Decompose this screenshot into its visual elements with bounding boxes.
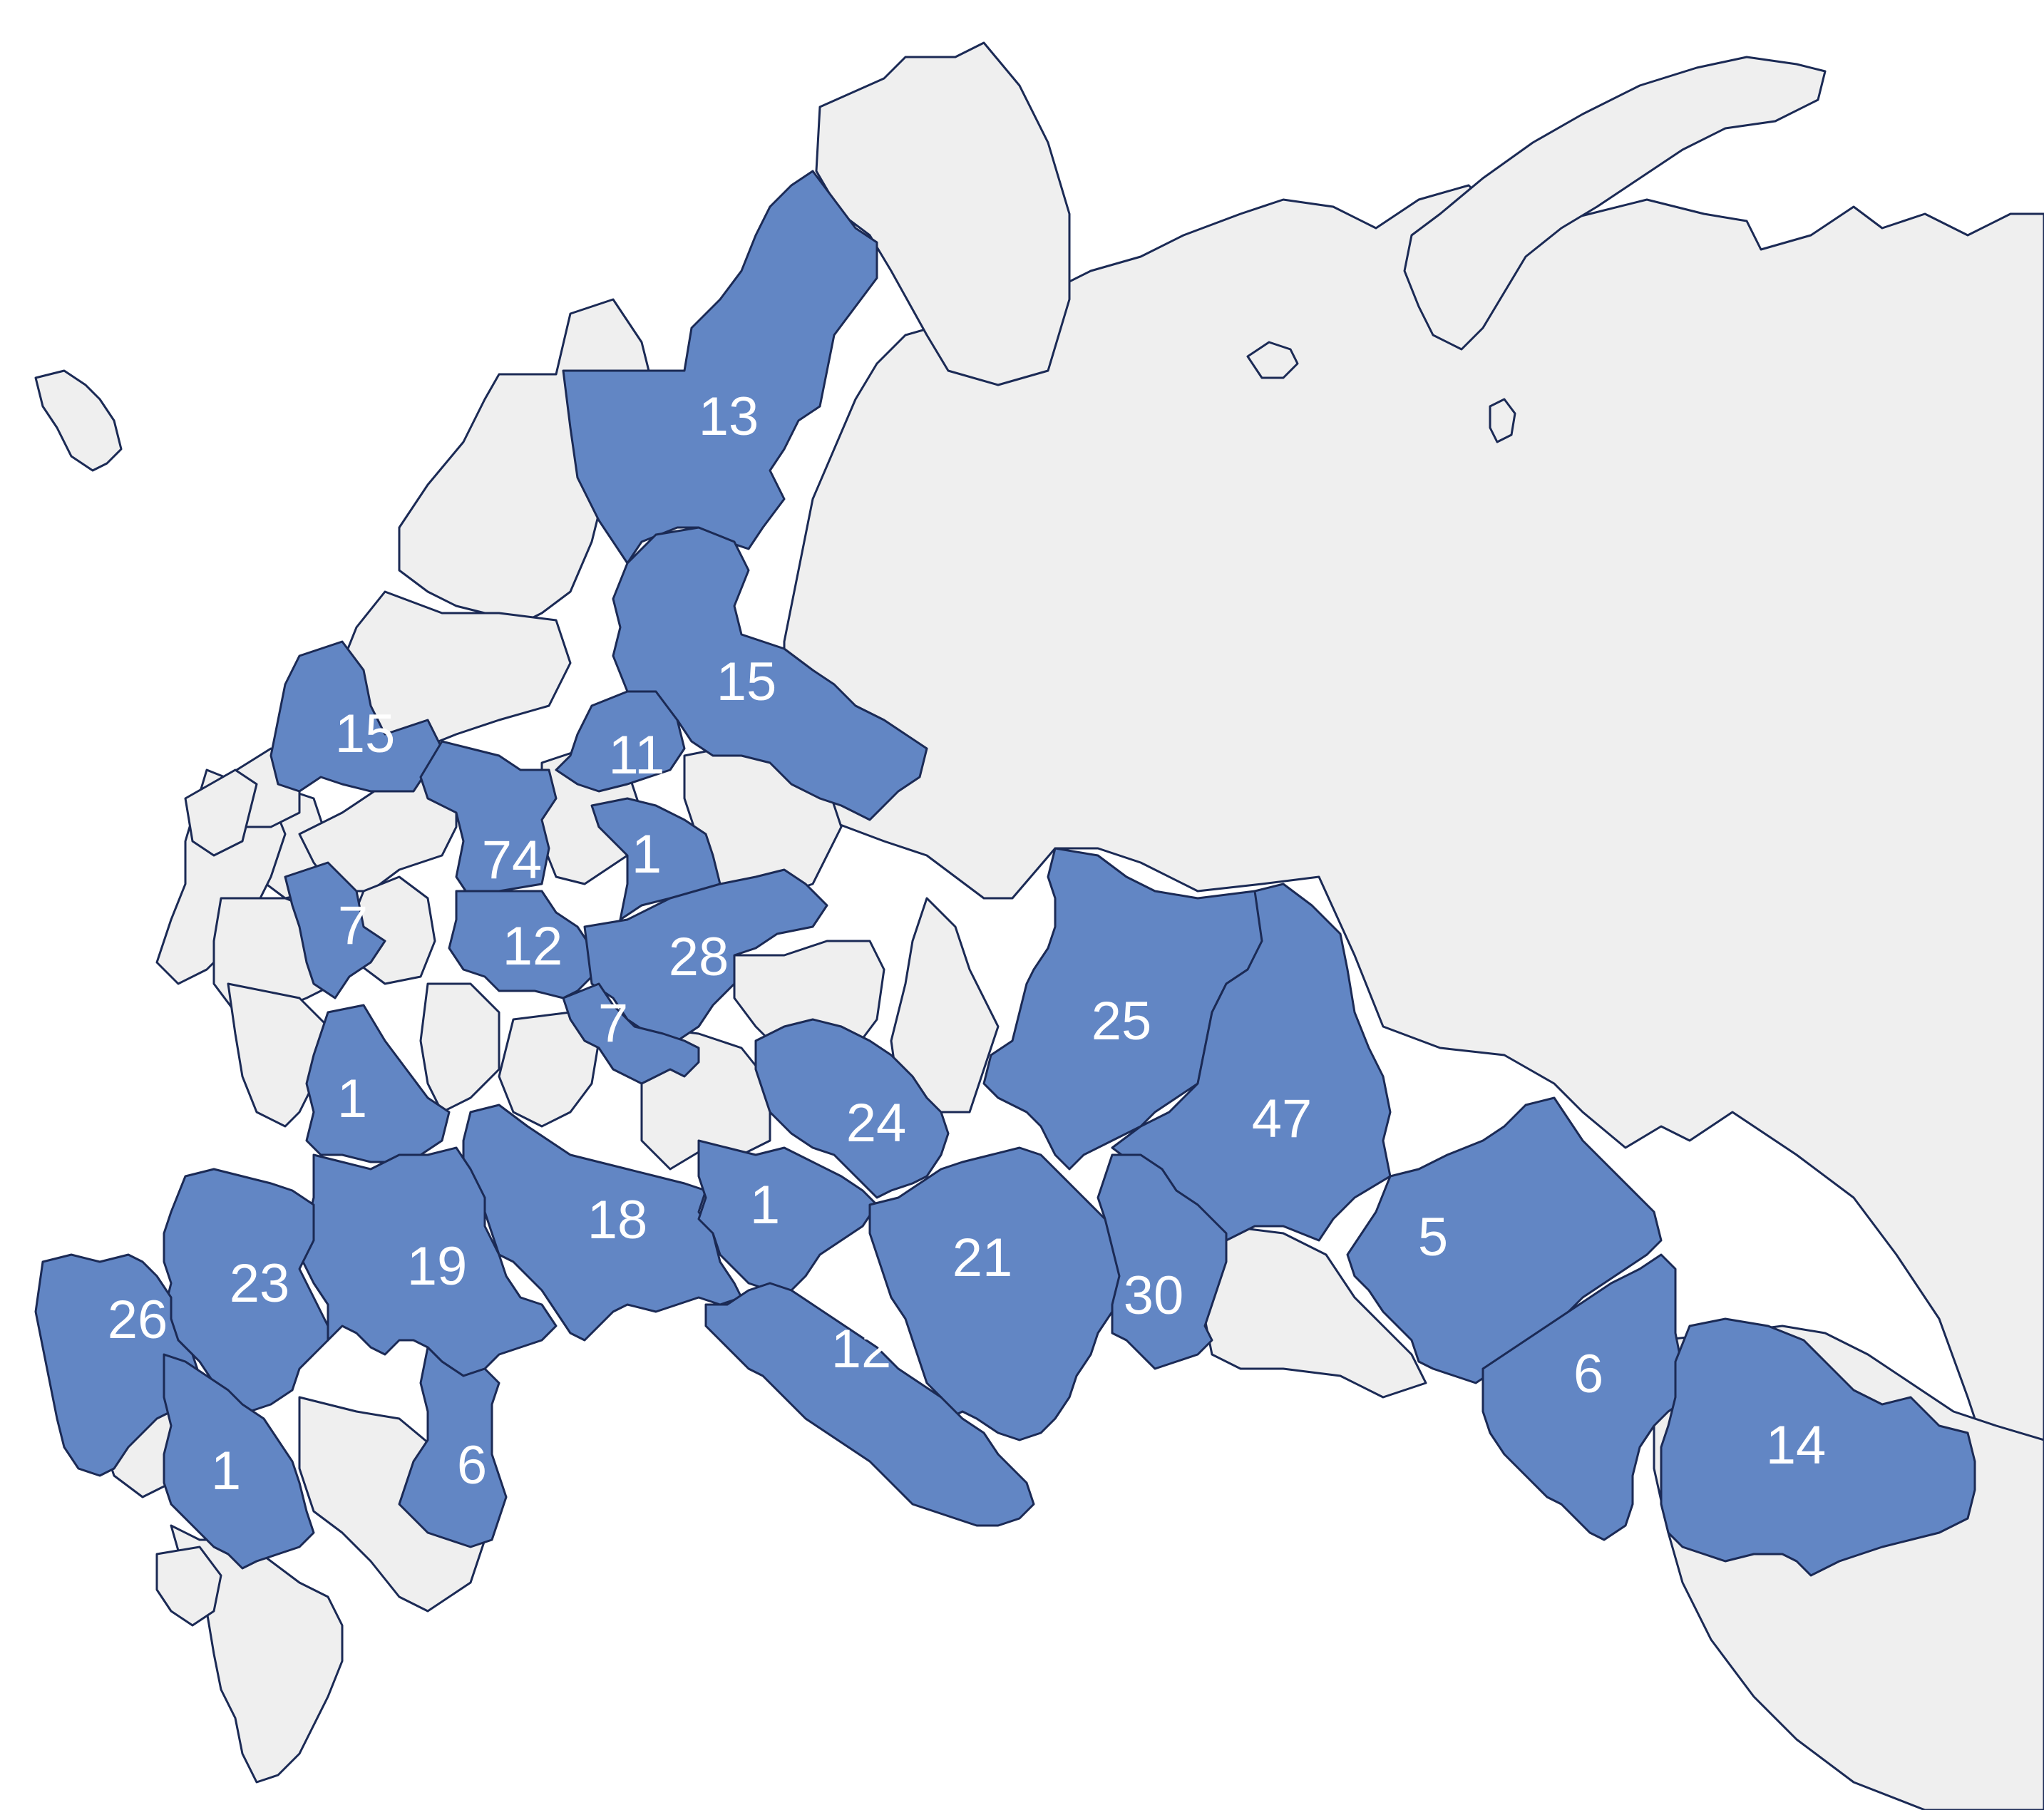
region-highlight [562,982,700,1085]
region-label: 15 [717,652,777,712]
region-label: 25 [1092,991,1152,1051]
region-highlight [583,868,828,1042]
region-label: 6 [457,1435,487,1496]
region-label: 5 [1418,1207,1448,1267]
region-highlight [298,1146,558,1377]
region-label: 7 [338,895,368,956]
region-highlight [754,1018,950,1199]
highlighted-regions [34,170,1976,1577]
region-label: 1 [337,1069,367,1129]
region-island-kolguev [1246,341,1299,379]
region-label: 74 [482,830,543,890]
region-highlight [868,1146,1121,1441]
region-label: 11 [609,725,665,786]
region-label: 23 [230,1253,290,1314]
region-label: 18 [587,1190,648,1250]
region-kola [815,41,1071,386]
region-label: 12 [831,1319,892,1379]
region-label: 19 [407,1236,468,1297]
region-label: 47 [1252,1089,1313,1149]
region-highlight [1346,1096,1663,1384]
region-perm-grey [890,897,1000,1114]
region-label: 1 [211,1441,241,1501]
region-highlight [163,1353,315,1570]
region-tula-grey [419,982,500,1114]
region-highlight [697,1139,878,1292]
region-highlight [562,170,878,565]
region-west-edge [184,768,258,857]
region-label: 26 [108,1290,168,1350]
region-label: 24 [846,1093,907,1153]
region-highlight [1481,1253,1691,1541]
region-island-small [1489,398,1516,443]
region-crimea-border [155,1546,222,1627]
region-highlight [419,740,558,900]
region-label: 14 [1766,1415,1827,1476]
region-label: 1 [750,1175,780,1235]
region-label: 12 [503,916,563,977]
region-label: 21 [952,1228,1013,1288]
region-highlight [1660,1317,1976,1577]
region-rostov-grey [298,1396,486,1613]
region-novaya-zemlya [1403,56,1827,351]
region-label: 6 [1573,1344,1603,1404]
region-highlight [398,1346,508,1548]
region-label: 15 [335,704,396,764]
region-label: 28 [669,927,729,987]
region-highlight [704,1282,1035,1527]
region-bryansk-kursk [227,982,329,1128]
region-highlight [1097,1153,1228,1370]
region-highlight [269,640,443,793]
region-label: 1 [632,824,662,885]
region-label: 7 [598,993,628,1054]
region-island-west [34,369,123,472]
region-labels: 13 15 15 11 74 1 7 12 28 7 1 24 25 47 18… [108,386,1827,1501]
region-highlight [555,690,686,793]
region-label: 30 [1124,1265,1184,1326]
region-highlight [284,861,386,999]
region-label: 13 [699,386,759,447]
